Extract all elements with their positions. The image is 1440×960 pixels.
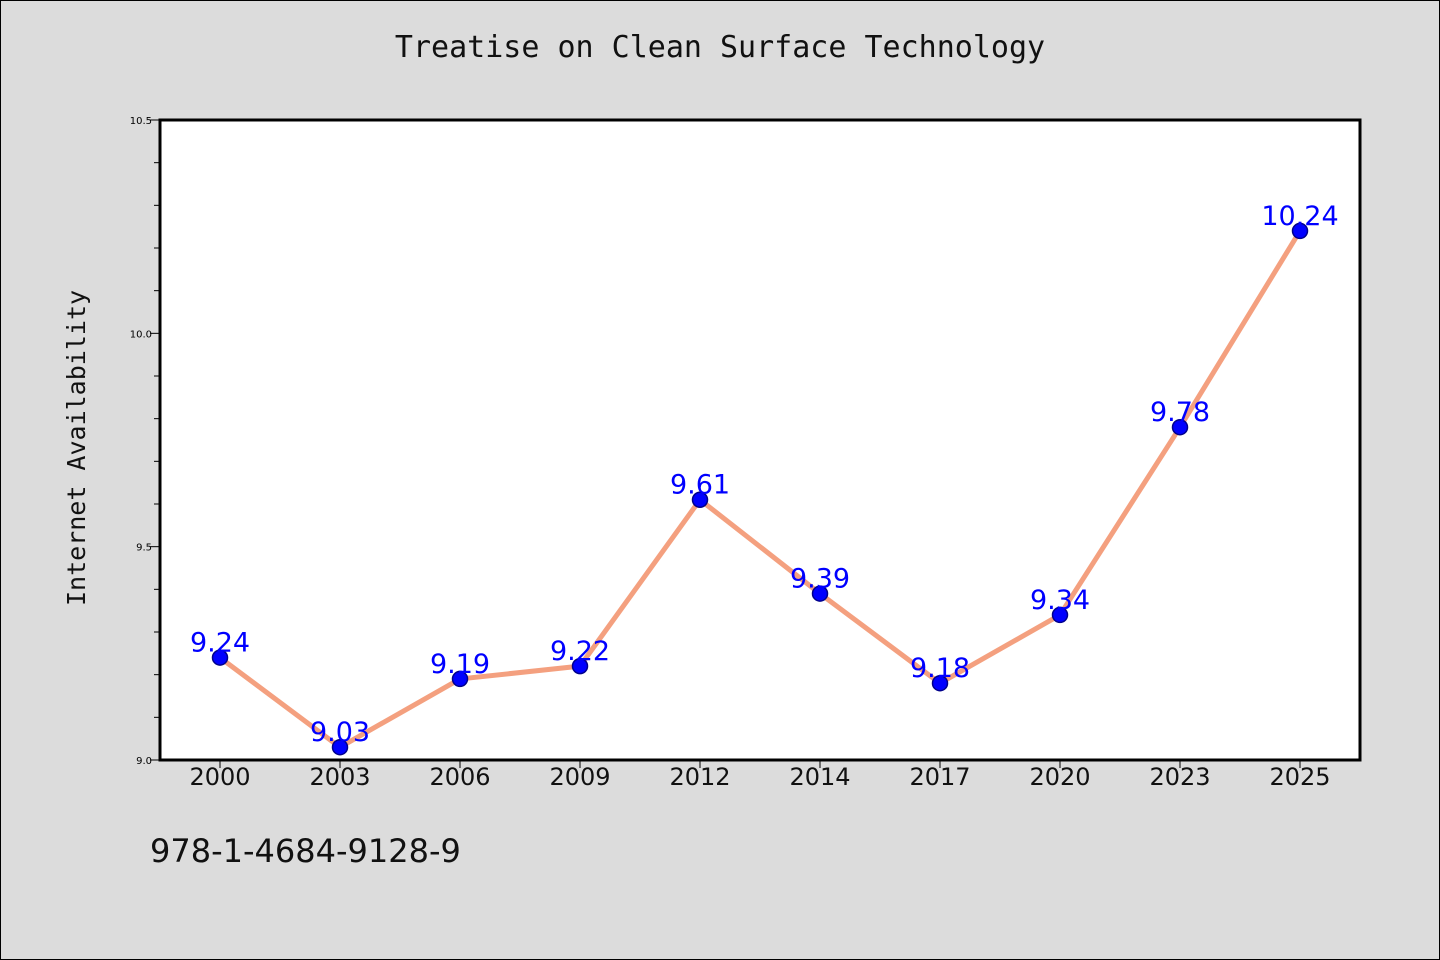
data-point xyxy=(331,738,349,756)
data-label: 10.24 xyxy=(1261,201,1338,232)
isbn-text: 978-1-4684-9128-9 xyxy=(150,832,461,870)
x-tick-label: 2020 xyxy=(1029,763,1090,791)
data-point xyxy=(211,649,229,666)
data-point xyxy=(931,674,949,692)
x-tick-label: 2017 xyxy=(909,763,970,791)
data-point xyxy=(1051,606,1069,624)
data-point xyxy=(1291,222,1309,240)
data-label: 9.22 xyxy=(550,636,610,667)
data-label: 9.18 xyxy=(910,653,970,684)
y-tick-label: 9.5 xyxy=(136,543,152,554)
data-labels: 9.24 9.03 9.19 9.22 9.61 9.39 9.18 9.34 9.78 10.2… xyxy=(190,201,1339,748)
x-tick-label: 2012 xyxy=(669,763,730,791)
data-label: 9.61 xyxy=(670,470,730,501)
data-points xyxy=(211,222,1309,756)
data-label: 9.24 xyxy=(190,628,250,659)
data-label: 9.78 xyxy=(1150,397,1210,428)
data-label: 9.03 xyxy=(310,717,370,748)
x-tick-label: 2006 xyxy=(429,763,490,791)
y-tick-label: 10.5 xyxy=(130,116,152,127)
data-label: 9.39 xyxy=(790,564,850,595)
data-label: 9.19 xyxy=(430,649,490,680)
plot-border xyxy=(158,118,1362,762)
data-point xyxy=(451,670,469,688)
data-label: 9.34 xyxy=(1030,585,1090,616)
x-tick-label: 2014 xyxy=(789,763,850,791)
data-point xyxy=(691,491,709,508)
y-axis: 9.0 9.5 10.0 10.5 xyxy=(130,116,160,767)
x-tick-label: 2009 xyxy=(549,763,610,791)
x-tick-label: 2003 xyxy=(309,763,370,791)
x-tick-label: 2000 xyxy=(189,763,250,791)
y-axis-label: Internet Availability xyxy=(62,290,91,606)
y-tick-label: 9.0 xyxy=(136,756,152,767)
series-line xyxy=(217,228,1303,750)
plot-area xyxy=(160,120,1360,760)
data-point xyxy=(571,657,589,675)
data-point xyxy=(811,585,829,602)
chart-title: Treatise on Clean Surface Technology xyxy=(394,30,1046,65)
y-tick-label: 10.0 xyxy=(130,329,152,340)
x-axis: 2000 2003 2006 2009 2012 2014 2017 2020 2023 2025 xyxy=(189,760,1331,791)
x-tick-label: 2025 xyxy=(1269,763,1330,791)
x-tick-label: 2023 xyxy=(1149,763,1210,791)
data-point xyxy=(1171,418,1189,436)
